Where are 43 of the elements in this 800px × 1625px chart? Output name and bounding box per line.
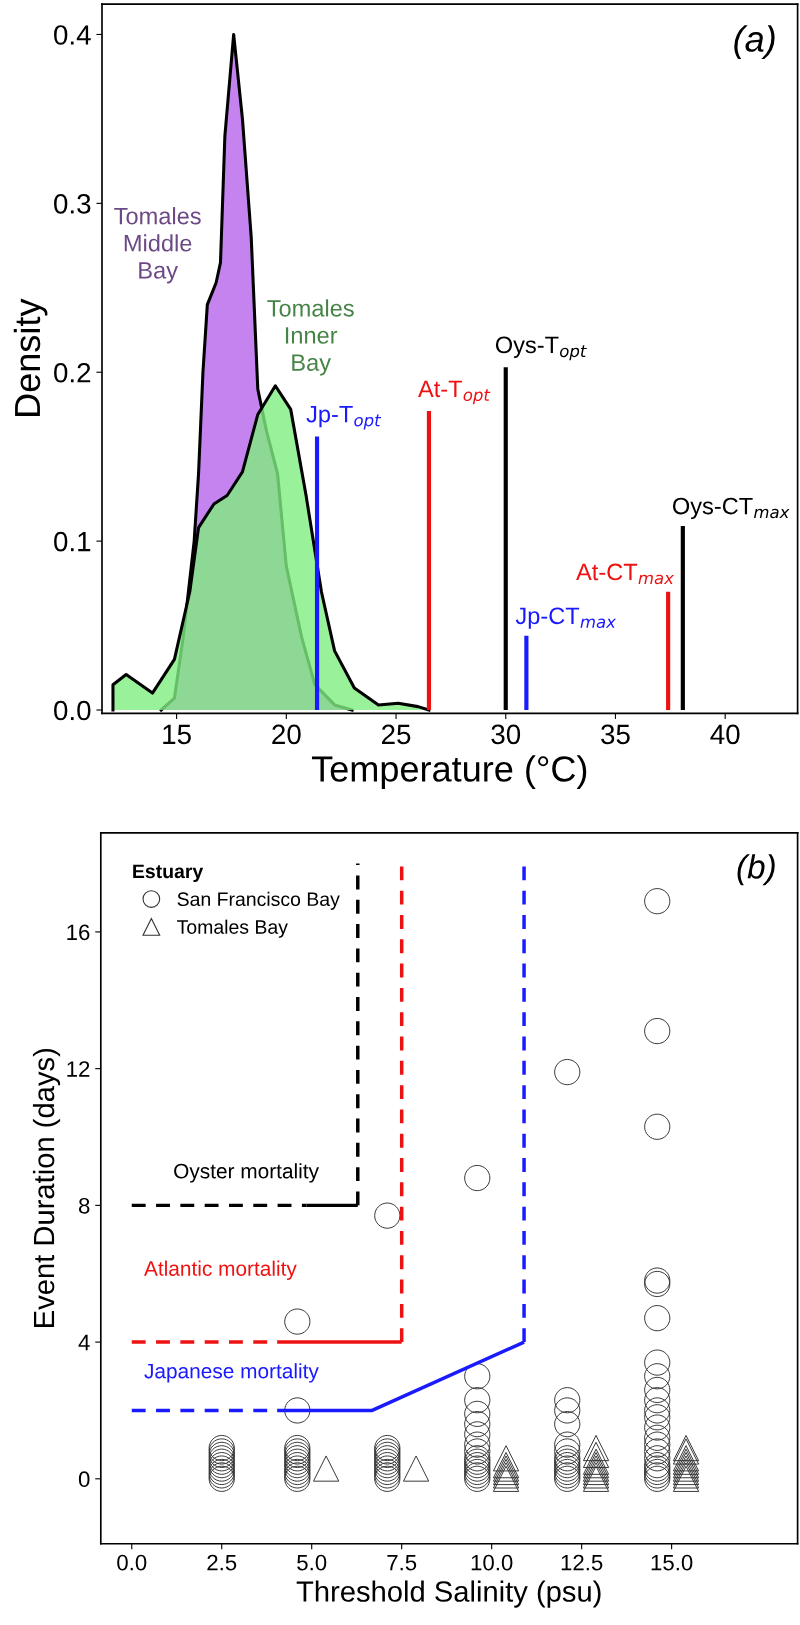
x-tick-label: 5.0 xyxy=(297,1554,327,1571)
series-label: Jp-T$_{opt}$ xyxy=(306,406,382,430)
y-tick-label: 0.1 xyxy=(54,531,91,552)
series-label: Oyster mortality xyxy=(174,1163,319,1183)
y-tick-label: 0.2 xyxy=(54,362,91,383)
x-tick-label: 25 xyxy=(381,724,411,745)
legend-title: Estuary xyxy=(133,864,204,883)
series-label: Oys-CT$_{max}$ xyxy=(672,497,790,520)
x-tick-label: 40 xyxy=(710,724,740,745)
x-tick-label: 10.0 xyxy=(471,1554,513,1571)
y-axis-title: Density xyxy=(13,298,48,416)
x-tick-label: 12.5 xyxy=(561,1554,603,1571)
x-tick-label: 15.0 xyxy=(651,1554,693,1571)
x-tick-label: 20 xyxy=(272,724,301,745)
legend-label: Tomales Bay xyxy=(177,919,288,938)
legend-label: San Francisco Bay xyxy=(177,891,340,910)
x-axis-title: Threshold Salinity (psu) xyxy=(296,1580,601,1608)
series-label: Tomales Inner Bay xyxy=(267,299,354,376)
y-tick-label: 0.3 xyxy=(54,194,91,214)
text: Atlantic mortality xyxy=(144,1260,297,1281)
annotation: (b) xyxy=(737,854,775,886)
annotation: (a) xyxy=(734,25,775,59)
y-tick-label: 4 xyxy=(78,1334,90,1351)
x-tick-label: 15 xyxy=(163,724,191,745)
y-tick-label: 12 xyxy=(67,1061,90,1077)
series-label: At-T$_{opt}$ xyxy=(418,380,491,405)
x-tick-label: 35 xyxy=(601,724,630,745)
x-axis-title: Temperature (°C) xyxy=(311,755,587,789)
x-tick-label: 30 xyxy=(491,724,521,745)
series-label: Tomales Middle Bay xyxy=(114,207,201,284)
x-tick-label: 7.5 xyxy=(387,1554,417,1571)
y-tick-label: 0.0 xyxy=(54,700,91,721)
series-label: At-CT$_{max}$ xyxy=(576,563,675,585)
y-tick-label: 0.4 xyxy=(54,25,91,45)
series-label: Japanese mortality xyxy=(144,1363,319,1383)
x-tick-label: 2.5 xyxy=(207,1554,237,1571)
series-label: Jp-CT$_{max}$ xyxy=(515,607,617,629)
series-label: Oys-T$_{opt}$ xyxy=(495,336,587,361)
y-tick-label: 8 xyxy=(78,1197,90,1214)
y-tick-label: 0 xyxy=(78,1471,90,1488)
y-axis-title: Event Duration (days) xyxy=(32,1049,61,1327)
x-tick-label: 0.0 xyxy=(117,1554,147,1571)
y-tick-label: 16 xyxy=(67,924,90,941)
